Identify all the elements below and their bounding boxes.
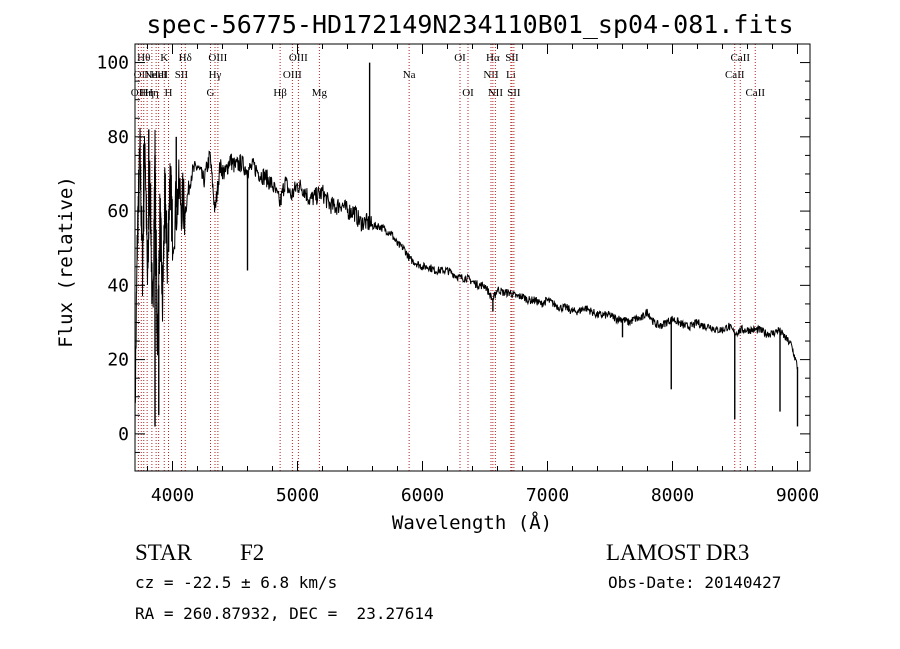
plot-frame — [134, 43, 811, 472]
line-marker-label-14: Hβ — [273, 87, 287, 99]
line-marker-label-29: CaII — [745, 87, 765, 99]
y-axis-label: Flux (relative) — [55, 176, 77, 348]
line-marker-label-24: Li — [506, 69, 516, 81]
y-tick-label: 80 — [107, 127, 129, 148]
y-axis-ticks: 0 20 40 60 80 100 — [96, 43, 810, 472]
spectrum-series — [134, 62, 799, 449]
x-tick-label: 9000 — [776, 485, 819, 506]
line-marker-label-27: CaII — [725, 69, 745, 81]
redshift-cz: cz = -22.5 ± 6.8 km/s — [135, 573, 338, 592]
line-marker-label-10: Hδ — [179, 52, 192, 64]
y-tick-label: 100 — [96, 53, 129, 74]
line-marker-label-3: Hη — [140, 87, 154, 99]
x-axis-label: Wavelength (Å) — [392, 511, 552, 534]
line-marker-label-4: Hη — [145, 87, 159, 99]
y-tick-label: 0 — [118, 424, 129, 445]
line-marker-label-12: Hγ — [209, 69, 222, 81]
line-marker-label-11: G — [207, 87, 215, 99]
x-tick-label: 7000 — [526, 485, 569, 506]
line-marker-label-21: NII — [483, 69, 499, 81]
line-marker-label-26: SII — [507, 87, 521, 99]
line-marker-label-13: OIII — [208, 52, 227, 64]
object-subclass: F2 — [240, 540, 265, 565]
line-marker-label-9: SII — [175, 69, 189, 81]
line-marker-label-16: OIII — [289, 52, 308, 64]
line-marker-label-7: K — [160, 52, 168, 64]
x-tick-label: 6000 — [401, 485, 444, 506]
line-marker-label-15: OIII — [283, 69, 302, 81]
x-tick-label: 4000 — [151, 485, 194, 506]
y-tick-label: 20 — [107, 350, 129, 371]
line-marker-label-5: NeIII — [144, 69, 168, 81]
line-marker-label-22: Hα — [486, 52, 500, 64]
line-marker-label-25: SII — [505, 52, 519, 64]
spectrum-line — [134, 127, 798, 449]
observation-date: Obs-Date: 20140427 — [608, 573, 782, 592]
line-marker-label-1: OII — [134, 69, 150, 81]
chart-title: spec-56775-HD172149N234110B01_sp04-081.f… — [146, 10, 793, 39]
line-marker-label-20: OI — [462, 87, 474, 99]
line-markers: OIIOIIHθHηHηNeIIIHeIKHSIIHδGHγOIIIHβOIII… — [131, 44, 765, 471]
line-marker-label-6: HeI — [150, 69, 167, 81]
x-tick-label: 5000 — [276, 485, 319, 506]
y-tick-label: 60 — [107, 201, 129, 222]
line-marker-label-2: Hθ — [137, 52, 150, 64]
y-tick-label: 40 — [107, 275, 129, 296]
object-class: STAR — [135, 540, 192, 565]
x-axis-ticks: 4000 5000 6000 7000 8000 9000 — [147, 44, 819, 506]
line-marker-label-18: Na — [403, 69, 416, 81]
coordinates: RA = 260.87932, DEC = 23.27614 — [135, 604, 434, 623]
line-marker-label-28: CaII — [730, 52, 750, 64]
line-marker-label-8: H — [165, 87, 173, 99]
line-marker-label-23: NII — [488, 87, 504, 99]
line-marker-label-19: OI — [454, 52, 466, 64]
x-tick-label: 8000 — [651, 485, 694, 506]
survey-name: LAMOST DR3 — [606, 540, 750, 565]
line-marker-label-17: Mg — [312, 87, 328, 99]
